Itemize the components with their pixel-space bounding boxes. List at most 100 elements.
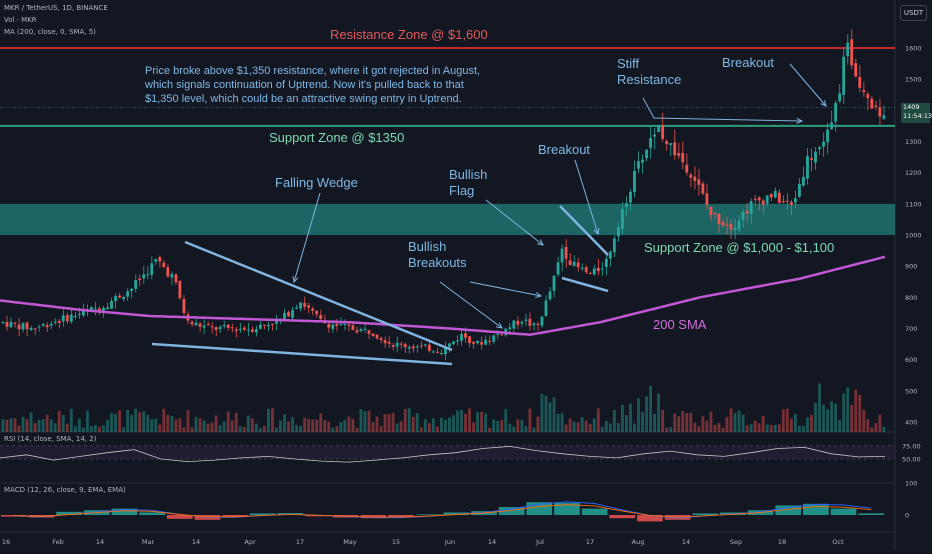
rsi-line xyxy=(0,445,886,463)
candle-body xyxy=(721,222,725,226)
candle-body xyxy=(182,298,186,314)
candle-body xyxy=(327,323,331,328)
macd-histogram-bar xyxy=(692,513,719,515)
candle-body xyxy=(343,323,347,325)
candle-body xyxy=(882,115,886,119)
support-1000-label: Support Zone @ $1,000 - $1,100 xyxy=(644,240,835,255)
candle-body xyxy=(612,238,616,253)
candle-body xyxy=(838,93,842,102)
macd-histogram-bar xyxy=(360,515,387,519)
volume-indicator-label[interactable]: Vol · MKR xyxy=(4,16,37,24)
ma-indicator-label[interactable]: MA (200, close, 0, SMA, 5) xyxy=(4,28,96,36)
macd-indicator-label[interactable]: MACD (12, 26, close, 9, EMA, EMA) xyxy=(4,486,126,494)
candle-body xyxy=(359,328,363,331)
volume-bar xyxy=(61,415,65,432)
volume-bar xyxy=(214,415,218,432)
stiff-resistance-arrow xyxy=(642,97,803,122)
volume-bar xyxy=(468,408,471,432)
macd-axis-tick: 100 xyxy=(905,480,917,488)
candle-body xyxy=(158,257,162,262)
volume-bar xyxy=(423,419,427,432)
volume-bar xyxy=(271,408,274,432)
volume-bar xyxy=(685,412,689,432)
current-price: 1409 xyxy=(903,103,920,111)
volume-bar xyxy=(464,413,467,432)
symbol-title[interactable]: MKR / TetherUS, 1D, BINANCE xyxy=(4,4,108,12)
candle-body xyxy=(315,310,319,315)
candle-body xyxy=(347,324,351,326)
stiff-resistance-arrow-head xyxy=(796,117,804,124)
candle-body xyxy=(701,183,705,194)
volume-bar xyxy=(166,414,170,432)
candle-body xyxy=(275,318,278,324)
falling-wedge-label: Falling Wedge xyxy=(275,175,358,190)
rsi-indicator-label[interactable]: RSI (14, close, SMA, 14, 2) xyxy=(4,435,97,443)
volume-bar xyxy=(810,414,813,432)
candle-body xyxy=(568,260,572,266)
macd-histogram-bar xyxy=(637,515,663,522)
candle-body xyxy=(242,327,246,330)
candle-body xyxy=(162,262,166,268)
candle-body xyxy=(592,268,596,275)
candle-body xyxy=(383,340,387,344)
volume-bar xyxy=(359,409,363,432)
volume-bar xyxy=(142,411,146,432)
candle-body xyxy=(246,329,250,331)
candle-body xyxy=(878,107,882,117)
macd-histogram-bar xyxy=(415,514,442,515)
candle-body xyxy=(335,323,339,326)
candle-body xyxy=(480,341,484,345)
candle-body xyxy=(17,324,21,330)
candle-body xyxy=(166,267,170,277)
candle-body xyxy=(596,267,600,272)
time-axis-tick: 18 xyxy=(778,538,786,546)
candle-body xyxy=(818,147,821,150)
candle-body xyxy=(580,267,584,269)
candle-body xyxy=(484,339,488,345)
volume-bar xyxy=(323,420,327,432)
volume-bar xyxy=(53,423,57,432)
volume-bar xyxy=(596,408,600,432)
resistance-zone-label: Resistance Zone @ $1,600 xyxy=(330,27,488,42)
macd-histogram-bar xyxy=(581,508,608,515)
time-axis-tick: Aug xyxy=(632,538,645,546)
volume-bar xyxy=(826,409,829,432)
candle-body xyxy=(415,346,419,348)
volume-bar xyxy=(114,413,117,432)
volume-bar xyxy=(452,415,455,432)
volume-bar xyxy=(327,421,331,432)
volume-bar xyxy=(435,426,439,432)
volume-bar xyxy=(9,418,13,432)
candle-body xyxy=(822,141,825,147)
commentary-line: $1,350 level, which could be an attracti… xyxy=(145,93,462,105)
current-price-tag: 1409 11:54:13 xyxy=(901,103,932,123)
volume-bar xyxy=(721,427,725,432)
bullish-breakout-arrow-2 xyxy=(469,281,542,297)
currency-button[interactable]: USDT xyxy=(900,5,927,21)
candle-body xyxy=(689,174,693,178)
volume-bar xyxy=(882,426,886,432)
volume-bar xyxy=(49,419,53,432)
time-axis-tick: 14 xyxy=(488,538,496,546)
volume-bar xyxy=(677,416,681,432)
candle-body xyxy=(524,319,528,321)
candle-body xyxy=(464,333,467,338)
time-axis-tick: 15 xyxy=(392,538,400,546)
candle-body xyxy=(850,39,854,66)
volume-bar xyxy=(592,418,596,432)
candle-body xyxy=(604,258,608,267)
candle-body xyxy=(448,343,451,347)
candle-body xyxy=(371,333,375,336)
volume-bar xyxy=(681,411,685,432)
candle-body xyxy=(810,158,813,160)
candle-body xyxy=(202,325,206,328)
candle-body xyxy=(262,324,266,326)
candle-body xyxy=(661,125,665,139)
volume-bar xyxy=(77,418,81,432)
price-axis-tick: 1100 xyxy=(905,200,922,208)
candle-body xyxy=(657,126,661,133)
volume-bar xyxy=(725,416,729,432)
commentary-line: Price broke above $1,350 resistance, whe… xyxy=(145,65,481,77)
price-axis-tick: 400 xyxy=(905,419,917,427)
